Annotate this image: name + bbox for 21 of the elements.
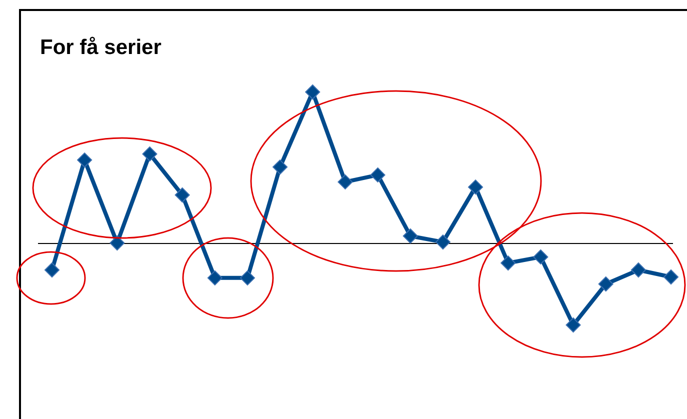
point: [598, 276, 614, 292]
point: [664, 270, 678, 284]
point: [468, 180, 484, 195]
point: [44, 262, 60, 278]
point: [272, 160, 288, 175]
point: [500, 256, 516, 271]
point: [305, 84, 320, 100]
chart-title: For få serier: [40, 36, 162, 60]
point: [630, 262, 646, 278]
point: [533, 249, 548, 264]
point: [435, 234, 450, 250]
point: [207, 270, 222, 286]
point: [142, 146, 158, 162]
point: [174, 187, 190, 202]
point: [110, 235, 125, 250]
point: [338, 174, 353, 190]
point: [402, 228, 418, 244]
point: [77, 152, 92, 168]
point: [240, 270, 255, 286]
point: [370, 167, 386, 182]
point: [566, 318, 581, 332]
